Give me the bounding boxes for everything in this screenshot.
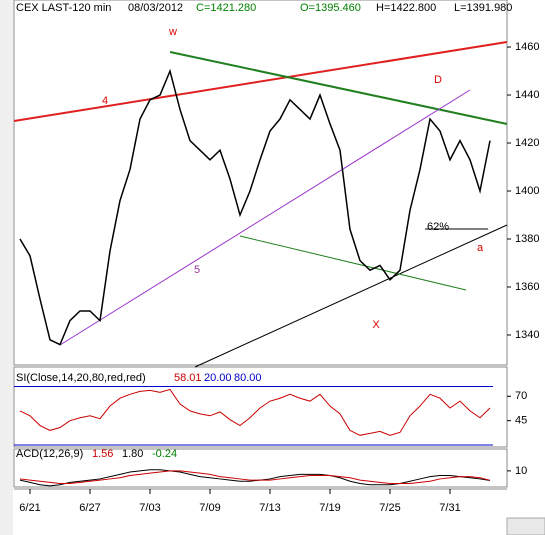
trend-line — [13, 41, 508, 122]
rsi-panel — [13, 366, 508, 448]
x-tick-label: 6/21 — [19, 502, 40, 514]
macd-signal: 1.80 — [122, 448, 143, 460]
x-tick-label: 7/13 — [259, 502, 280, 514]
y-tick-label: 1420 — [515, 137, 539, 149]
header-high: H=1422.800 — [376, 2, 436, 14]
rsi-last: 58.01 — [174, 372, 202, 384]
macd-value: 1.56 — [92, 448, 113, 460]
header-open: O=1395.460 — [300, 2, 361, 14]
x-tick-label: 7/03 — [139, 502, 160, 514]
series-line — [19, 388, 491, 436]
y-tick-label: 1460 — [515, 41, 539, 53]
scrollbar[interactable] — [506, 517, 545, 535]
price-panel — [13, 0, 508, 366]
trend-line — [194, 224, 508, 368]
y-tick-label: 1400 — [515, 185, 539, 197]
header-close: C=1421.280 — [196, 2, 256, 14]
x-tick-label: 7/19 — [319, 502, 340, 514]
macd-panel — [13, 448, 508, 488]
annotation: 5 — [194, 264, 200, 276]
annotation: X — [372, 319, 380, 331]
x-tick-label: 7/31 — [439, 502, 460, 514]
macd-histogram: -0.24 — [152, 448, 177, 460]
x-tick-label: 7/25 — [379, 502, 400, 514]
y-tick-label: 1380 — [515, 233, 539, 245]
x-tick-label: 6/27 — [79, 502, 100, 514]
series-line — [19, 469, 491, 487]
annotation: D — [434, 74, 442, 86]
level-label: 80.00 — [234, 372, 262, 384]
x-tick-label: 7/09 — [199, 502, 220, 514]
trend-line — [59, 89, 471, 346]
header-low: L=1391.980 — [454, 2, 512, 14]
trend-line — [239, 235, 467, 291]
level-label: 20.00 — [204, 372, 232, 384]
y-tick-label: 1360 — [515, 281, 539, 293]
y-tick-label: 1340 — [515, 329, 539, 341]
annotation: a — [477, 242, 484, 254]
y-tick-label: 1440 — [515, 89, 539, 101]
annotation: w — [168, 26, 177, 38]
header-date: 08/03/2012 — [128, 2, 183, 14]
series-line — [19, 68, 491, 346]
chart-title: CEX LAST-120 min — [16, 2, 111, 14]
y-tick-label: 45 — [515, 415, 527, 427]
rsi-title: SI(Close,14,20,80,red,red) — [16, 372, 146, 384]
annotation: 62% — [427, 221, 449, 233]
y-tick-label: 10 — [515, 465, 527, 477]
y-tick-label: 70 — [515, 390, 527, 402]
trend-line — [169, 51, 508, 125]
macd-title: ACD(12,26,9) — [16, 448, 83, 460]
annotation: 4 — [102, 95, 108, 107]
series-line — [19, 470, 491, 485]
side-toolbar — [0, 0, 13, 535]
